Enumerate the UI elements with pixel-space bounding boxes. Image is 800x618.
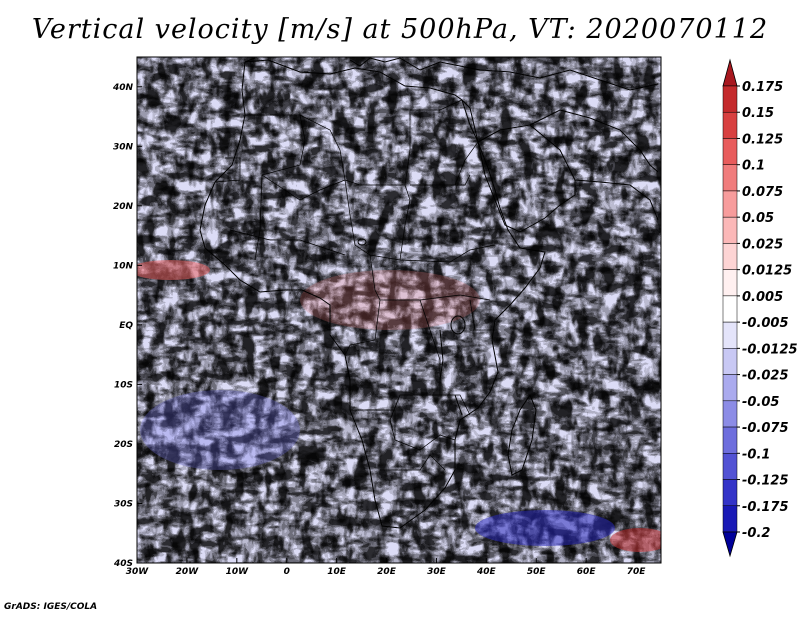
colorbar-swatch <box>722 269 738 297</box>
colorbar-label: 0.05 <box>742 211 774 226</box>
colorbar-label: -0.075 <box>742 421 789 436</box>
colorbar-label: -0.025 <box>742 369 789 384</box>
lon-tick-label: 10W <box>226 567 250 577</box>
lat-tick-label: 10S <box>114 380 133 390</box>
colorbar-label: 0.075 <box>742 185 783 200</box>
lon-tick-label: 20E <box>377 567 397 577</box>
colorbar-label: -0.175 <box>742 500 789 515</box>
lon-tick-label: 0 <box>284 567 290 577</box>
colorbar-top-arrow <box>722 58 738 87</box>
colorbar-swatch <box>722 453 738 480</box>
colorbar-label: 0.0125 <box>742 264 792 279</box>
colorbar-label: -0.125 <box>742 474 789 489</box>
velocity-noise-blue <box>137 57 661 563</box>
colorbar-swatch <box>722 505 738 533</box>
south-atlantic-blue <box>140 390 300 470</box>
itcz-band <box>137 260 210 280</box>
colorbar-label: 0.175 <box>742 80 783 95</box>
colorbar-swatch <box>722 295 738 323</box>
lon-tick-label: 10E <box>327 567 347 577</box>
lat-tick-label: 30S <box>114 499 133 509</box>
lon-tick-label: 20W <box>176 567 200 577</box>
colorbar-swatch <box>722 426 738 454</box>
colorbar-label: -0.1 <box>742 447 770 462</box>
lon-tick-label: 30E <box>427 567 447 577</box>
lat-tick-label: 10N <box>113 261 134 271</box>
colorbar-swatch <box>722 111 738 139</box>
lat-tick-label: 40S <box>113 559 133 569</box>
lat-tick-label: 30N <box>113 142 134 152</box>
lat-tick-label: 40N <box>112 83 134 93</box>
lat-tick-label: 20S <box>114 440 133 450</box>
lon-tick-label: 40E <box>476 567 497 577</box>
chart-title: Vertical velocity [m/s] at 500hPa, VT: 2… <box>31 14 769 45</box>
colorbar-swatch <box>722 85 738 113</box>
lat-tick-label: 20N <box>113 202 134 212</box>
software-credit: GrADS: IGES/COLA <box>4 602 98 612</box>
colorbar-swatch <box>722 374 738 402</box>
colorbar-label: 0.025 <box>742 237 783 252</box>
colorbar-label: -0.0125 <box>742 342 798 357</box>
longitude-axis: 30W 20W 10W 0 10E 20E 30E 40E 50E 60E 70E <box>126 558 646 577</box>
colorbar: 0.175 0.15 0.125 0.1 0.075 0.05 0.025 0.0125 0.0… <box>722 58 798 558</box>
colorbar-label: 0.125 <box>742 132 783 147</box>
colorbar-swatch <box>722 164 738 192</box>
colorbar-swatch <box>722 321 738 349</box>
colorbar-swatch <box>722 138 738 165</box>
lon-tick-label: 50E <box>527 567 547 577</box>
southwest-red <box>610 528 661 552</box>
lon-tick-label: 30W <box>126 567 150 577</box>
colorbar-swatch <box>722 400 738 428</box>
colorbar-label: -0.005 <box>742 316 789 331</box>
country-borders <box>214 99 496 471</box>
colorbar-bottom-arrow <box>722 531 738 558</box>
lakes <box>357 238 466 416</box>
colorbar-swatch <box>722 479 738 507</box>
colorbar-swatch <box>722 348 738 375</box>
colorbar-label: -0.05 <box>742 395 779 410</box>
colorbar-swatch <box>722 216 738 244</box>
colorbar-label: 0.005 <box>742 290 783 305</box>
colorbar-label: 0.1 <box>742 159 765 174</box>
coastlines <box>199 57 659 529</box>
map-plot-area <box>137 57 661 563</box>
lon-tick-label: 70E <box>627 567 647 577</box>
latitude-axis: 40N 30N 20N 10N EQ 10S 20S 30S 40S <box>112 83 142 569</box>
southern-blue-core <box>475 510 615 546</box>
map-frame <box>136 56 662 564</box>
lat-tick-label: EQ <box>119 321 133 331</box>
colorbar-label: 0.15 <box>742 106 774 121</box>
lon-tick-label: 60E <box>577 567 597 577</box>
colorbar-swatch <box>722 190 738 218</box>
colorbar-swatch <box>722 243 738 270</box>
colorbar-label: -0.2 <box>742 526 770 541</box>
